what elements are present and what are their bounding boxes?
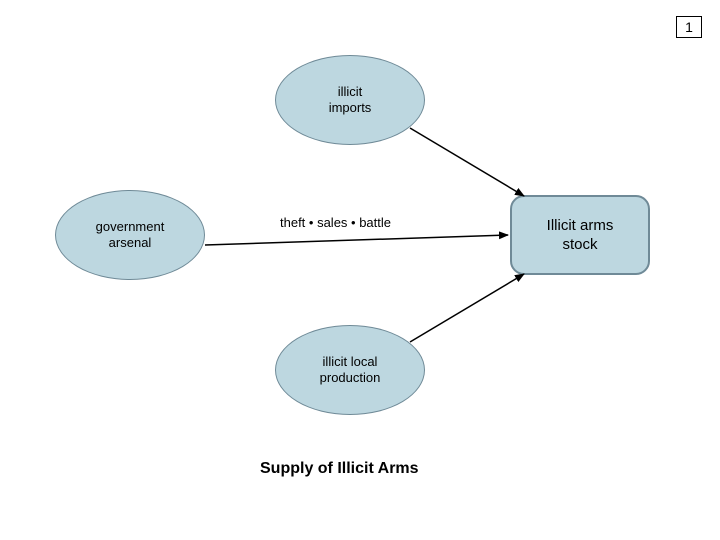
node-illicit-imports: illicitimports (275, 55, 425, 145)
edge-label-theft-sales-battle: theft • sales • battle (280, 215, 391, 230)
page-number-box: 1 (676, 16, 702, 38)
node-government-arsenal: governmentarsenal (55, 190, 205, 280)
node-illicit-arms-stock: Illicit armsstock (510, 195, 650, 275)
page-number: 1 (685, 19, 693, 35)
node-label: Illicit armsstock (547, 216, 614, 255)
node-illicit-local-production: illicit localproduction (275, 325, 425, 415)
node-label: illicitimports (329, 84, 372, 117)
diagram-caption: Supply of Illicit Arms (260, 460, 419, 478)
node-label: governmentarsenal (96, 219, 165, 252)
node-label: illicit localproduction (320, 354, 381, 387)
